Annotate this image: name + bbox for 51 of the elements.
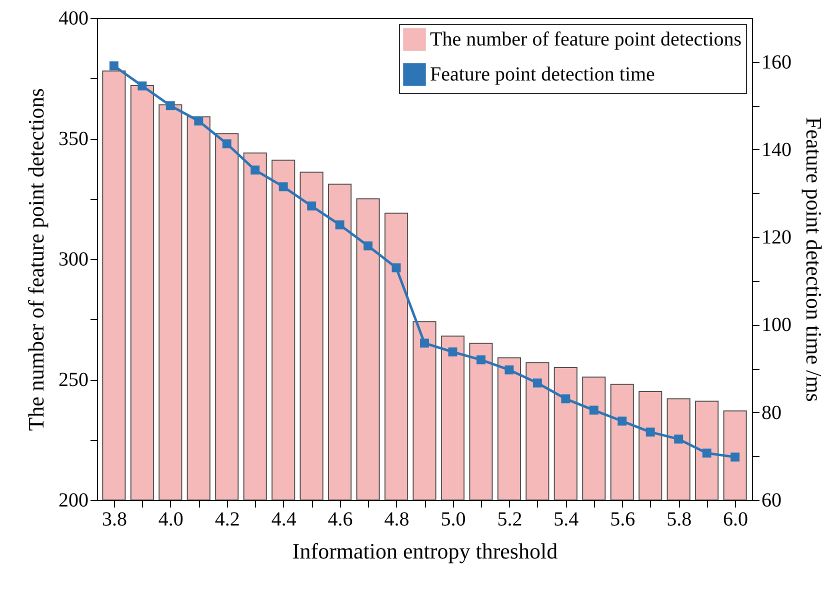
x-tick-label: 5.6 [610,508,636,530]
point [420,338,429,348]
y2-axis-title: Feature point detection time /ms [802,117,826,402]
point [674,434,684,444]
x-tick-label: 4.8 [384,508,410,530]
y2-tick-label: 100 [762,314,792,336]
point [307,202,316,210]
point [194,116,204,126]
point [589,406,598,415]
y-tick-label: 350 [58,128,88,150]
y2-tick-label: 60 [762,490,782,512]
point [448,347,458,356]
point [702,448,712,458]
point [476,355,486,364]
x-tick-label: 4.2 [214,508,240,530]
y-tick-label: 200 [58,490,88,512]
point [278,182,288,192]
point [222,139,232,148]
point [250,166,260,175]
x-tick-label: 5.2 [497,508,522,530]
x-tick-label: 3.8 [102,508,127,530]
y-axis-title: The number of feature point detections [24,88,48,431]
point [364,241,373,250]
point [532,378,542,388]
legend-label: The number of feature point detections [430,28,742,50]
x-tick-label: 6.0 [723,508,748,530]
x-tick-label: 5.8 [666,508,692,530]
legend-label: Feature point detection time [430,64,656,86]
x-tick-label: 4.0 [158,508,184,530]
point [392,263,401,272]
point [618,416,627,426]
y2-tick-label: 140 [762,138,792,161]
x-tick-label: 5.0 [440,508,466,530]
y-tick-label: 300 [58,248,88,270]
y2-tick-label: 80 [762,402,782,424]
point [109,61,118,70]
point [646,428,655,437]
x-tick-label: 4.4 [271,508,296,530]
point [730,452,740,462]
point [166,101,175,110]
y-tick-label: 250 [58,369,88,391]
y2-tick-label: 160 [762,51,792,74]
point [561,394,570,404]
y2-tick-label: 120 [762,226,792,249]
x-tick-label: 5.4 [554,508,579,530]
x-axis-title: Information entropy threshold [292,538,558,564]
point [504,365,514,374]
y-tick-label: 400 [58,8,88,30]
point [138,81,147,90]
point [335,220,344,230]
x-tick-label: 4.6 [328,508,353,530]
